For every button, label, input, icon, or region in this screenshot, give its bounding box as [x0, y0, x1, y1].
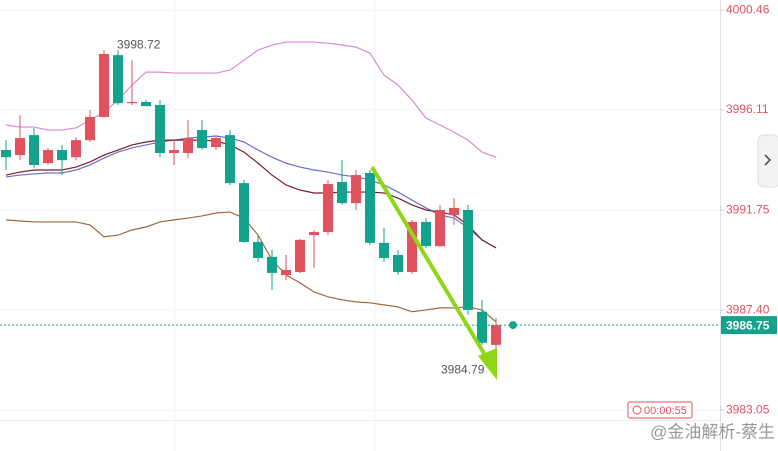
indicator-line	[5, 135, 497, 249]
candle-body	[407, 221, 417, 273]
candle-body	[155, 104, 165, 154]
candle-body	[85, 116, 95, 141]
candle-body	[351, 175, 361, 204]
candle-body	[337, 181, 347, 204]
price-tag	[721, 316, 777, 335]
y-tick-label: 3987.40	[726, 302, 770, 316]
candle-body	[141, 102, 151, 107]
candle-body	[421, 221, 431, 247]
candle-body	[99, 53, 109, 117]
candle-body	[71, 140, 81, 158]
candle-body	[323, 184, 333, 233]
y-tick-label: 3991.75	[726, 202, 770, 216]
indicator-line	[5, 211, 497, 323]
candle-body	[183, 138, 193, 154]
candle-body	[477, 311, 487, 343]
countdown-box: 00:00:55	[627, 401, 693, 419]
candle-body	[491, 325, 501, 345]
candle-body	[435, 209, 445, 247]
candle-body	[197, 130, 207, 148]
candle-body	[43, 150, 53, 164]
price-tag-label: 3986.75	[726, 318, 770, 332]
arrow-shaft	[370, 165, 490, 362]
candle-body	[253, 241, 263, 259]
countdown-frame	[627, 401, 693, 419]
candle-body	[15, 138, 25, 156]
candle-body	[127, 102, 137, 104]
y-tick-label: 4000.46	[726, 2, 770, 16]
chevron-icon	[764, 154, 772, 166]
y-tick-label: 3996.11	[726, 102, 769, 116]
candle-body	[379, 242, 389, 259]
candle-body	[57, 150, 67, 161]
candle-body	[113, 55, 123, 104]
trend-arrow	[370, 165, 497, 380]
candle-body	[463, 209, 473, 310]
low-annotation: 3984.79	[441, 362, 485, 376]
watermark: @金油解析-蔡生	[650, 422, 775, 441]
candle-body	[267, 256, 277, 273]
arrow-head	[478, 348, 497, 380]
candle-body	[449, 207, 459, 216]
y-tick-label: 3983.05	[726, 402, 770, 416]
high-annotation: 3998.72	[117, 37, 161, 51]
candle-body	[365, 173, 375, 243]
clock-icon	[632, 405, 642, 415]
candle-body	[309, 232, 319, 236]
candle-body	[295, 239, 305, 273]
candle-body	[1, 150, 11, 158]
candle-body	[169, 150, 179, 154]
indicator-line	[5, 41, 497, 158]
nav-button[interactable]	[757, 134, 778, 188]
price-marker	[509, 321, 517, 330]
plot: 4000.46 3996.11 3991.75 3987.40 3983.05 3998.…	[0, 2, 770, 416]
candle-body	[239, 183, 249, 242]
candle-body	[393, 255, 403, 273]
countdown: 00:00:55	[644, 405, 687, 417]
candle-body	[211, 138, 221, 148]
candle-body	[29, 135, 39, 165]
candle-body	[281, 269, 291, 276]
indicator-line	[5, 139, 497, 249]
candle-body	[225, 135, 235, 184]
